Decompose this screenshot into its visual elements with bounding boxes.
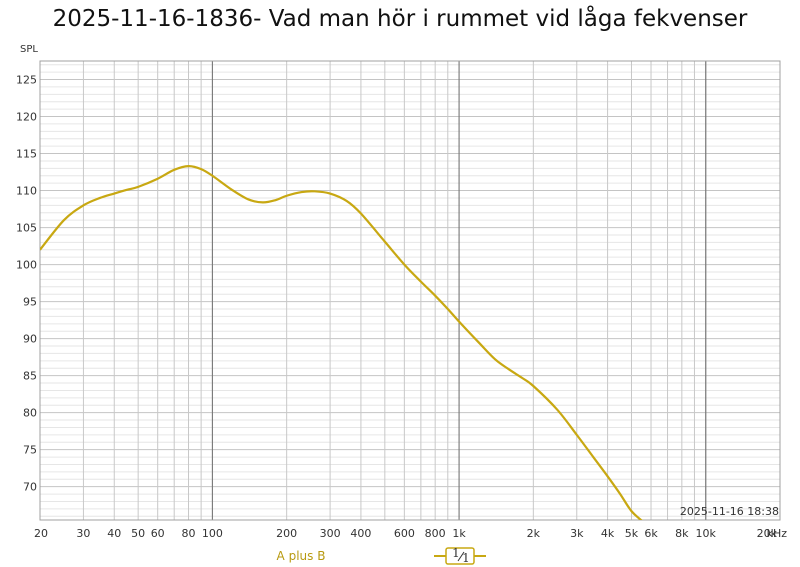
legend[interactable]: A plus B bbox=[277, 549, 326, 563]
y-tick-label: 95 bbox=[23, 296, 37, 309]
x-tick-label: 30 bbox=[76, 527, 90, 540]
smoothing-numerator: 1 bbox=[452, 546, 460, 560]
legend-item-a-plus-b: A plus B bbox=[277, 549, 326, 563]
x-tick-label: 2k bbox=[527, 527, 541, 540]
grid bbox=[39, 61, 781, 520]
x-tick-label: 80 bbox=[182, 527, 196, 540]
x-tick-label: 8k bbox=[675, 527, 689, 540]
y-tick-label: 90 bbox=[23, 333, 37, 346]
y-tick-labels: 70 75 80 85 90 95 100 105 110 115 120 125 bbox=[16, 74, 37, 494]
x-tick-label: 60 bbox=[151, 527, 165, 540]
series-line-a-plus-b bbox=[40, 165, 643, 520]
x-tick-label: 800 bbox=[425, 527, 446, 540]
x-tick-label: 200 bbox=[276, 527, 297, 540]
x-tick-label: 10k bbox=[696, 527, 717, 540]
timestamp: 2025-11-16 18:38 bbox=[680, 505, 779, 518]
x-tick-label: 20 bbox=[34, 527, 48, 540]
x-tick-label: 20k bbox=[757, 527, 778, 540]
y-tick-label: 85 bbox=[23, 370, 37, 383]
x-tick-label: 3k bbox=[570, 527, 584, 540]
x-tick-label: 400 bbox=[350, 527, 371, 540]
y-tick-label: 75 bbox=[23, 444, 37, 457]
series-layer bbox=[40, 165, 643, 520]
y-tick-label: 120 bbox=[16, 111, 37, 124]
y-tick-label: 125 bbox=[16, 74, 37, 87]
y-tick-label: 110 bbox=[16, 185, 37, 198]
y-tick-label: 100 bbox=[16, 259, 37, 272]
y-tick-label: 105 bbox=[16, 222, 37, 235]
x-unit-label: kHz bbox=[767, 527, 788, 540]
smoothing-denominator: 1 bbox=[462, 551, 470, 565]
y-tick-label: 80 bbox=[23, 407, 37, 420]
smoothing-slash bbox=[457, 551, 465, 562]
smoothing-box bbox=[445, 547, 475, 565]
x-tick-labels: 20 30 40 50 60 80 100 200 300 400 600 800 1k 2k 3k 4k 5k… bbox=[34, 527, 778, 540]
chart-title: 2025-11-16-1836- Vad man hör i rummet vi… bbox=[52, 6, 748, 32]
x-tick-label: 4k bbox=[601, 527, 615, 540]
x-tick-label: 6k bbox=[644, 527, 658, 540]
x-tick-label: 50 bbox=[131, 527, 145, 540]
x-tick-label: 5k bbox=[625, 527, 639, 540]
x-tick-label: 1k bbox=[452, 527, 466, 540]
plot-frame bbox=[39, 60, 781, 521]
y-tick-label: 115 bbox=[16, 148, 37, 161]
x-tick-label: 600 bbox=[394, 527, 415, 540]
y-axis-label: SPL bbox=[20, 44, 38, 55]
x-tick-label: 40 bbox=[107, 527, 121, 540]
x-tick-label: 100 bbox=[202, 527, 223, 540]
x-tick-label: 300 bbox=[320, 527, 341, 540]
y-tick-label: 70 bbox=[23, 481, 37, 494]
